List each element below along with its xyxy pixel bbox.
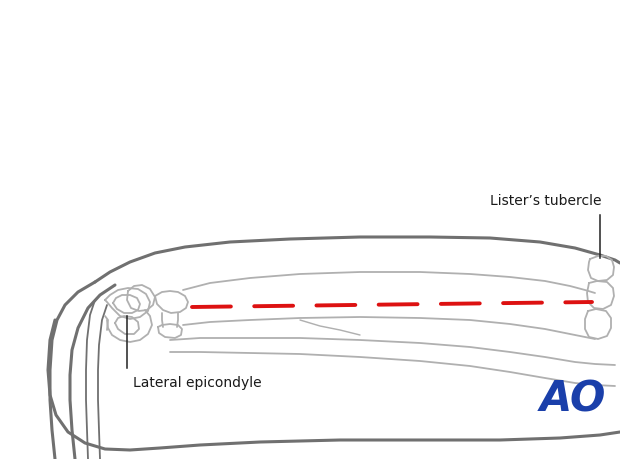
Text: Lateral epicondyle: Lateral epicondyle [133, 376, 262, 390]
Text: Lister’s tubercle: Lister’s tubercle [490, 194, 601, 208]
Text: AO: AO [540, 379, 606, 421]
